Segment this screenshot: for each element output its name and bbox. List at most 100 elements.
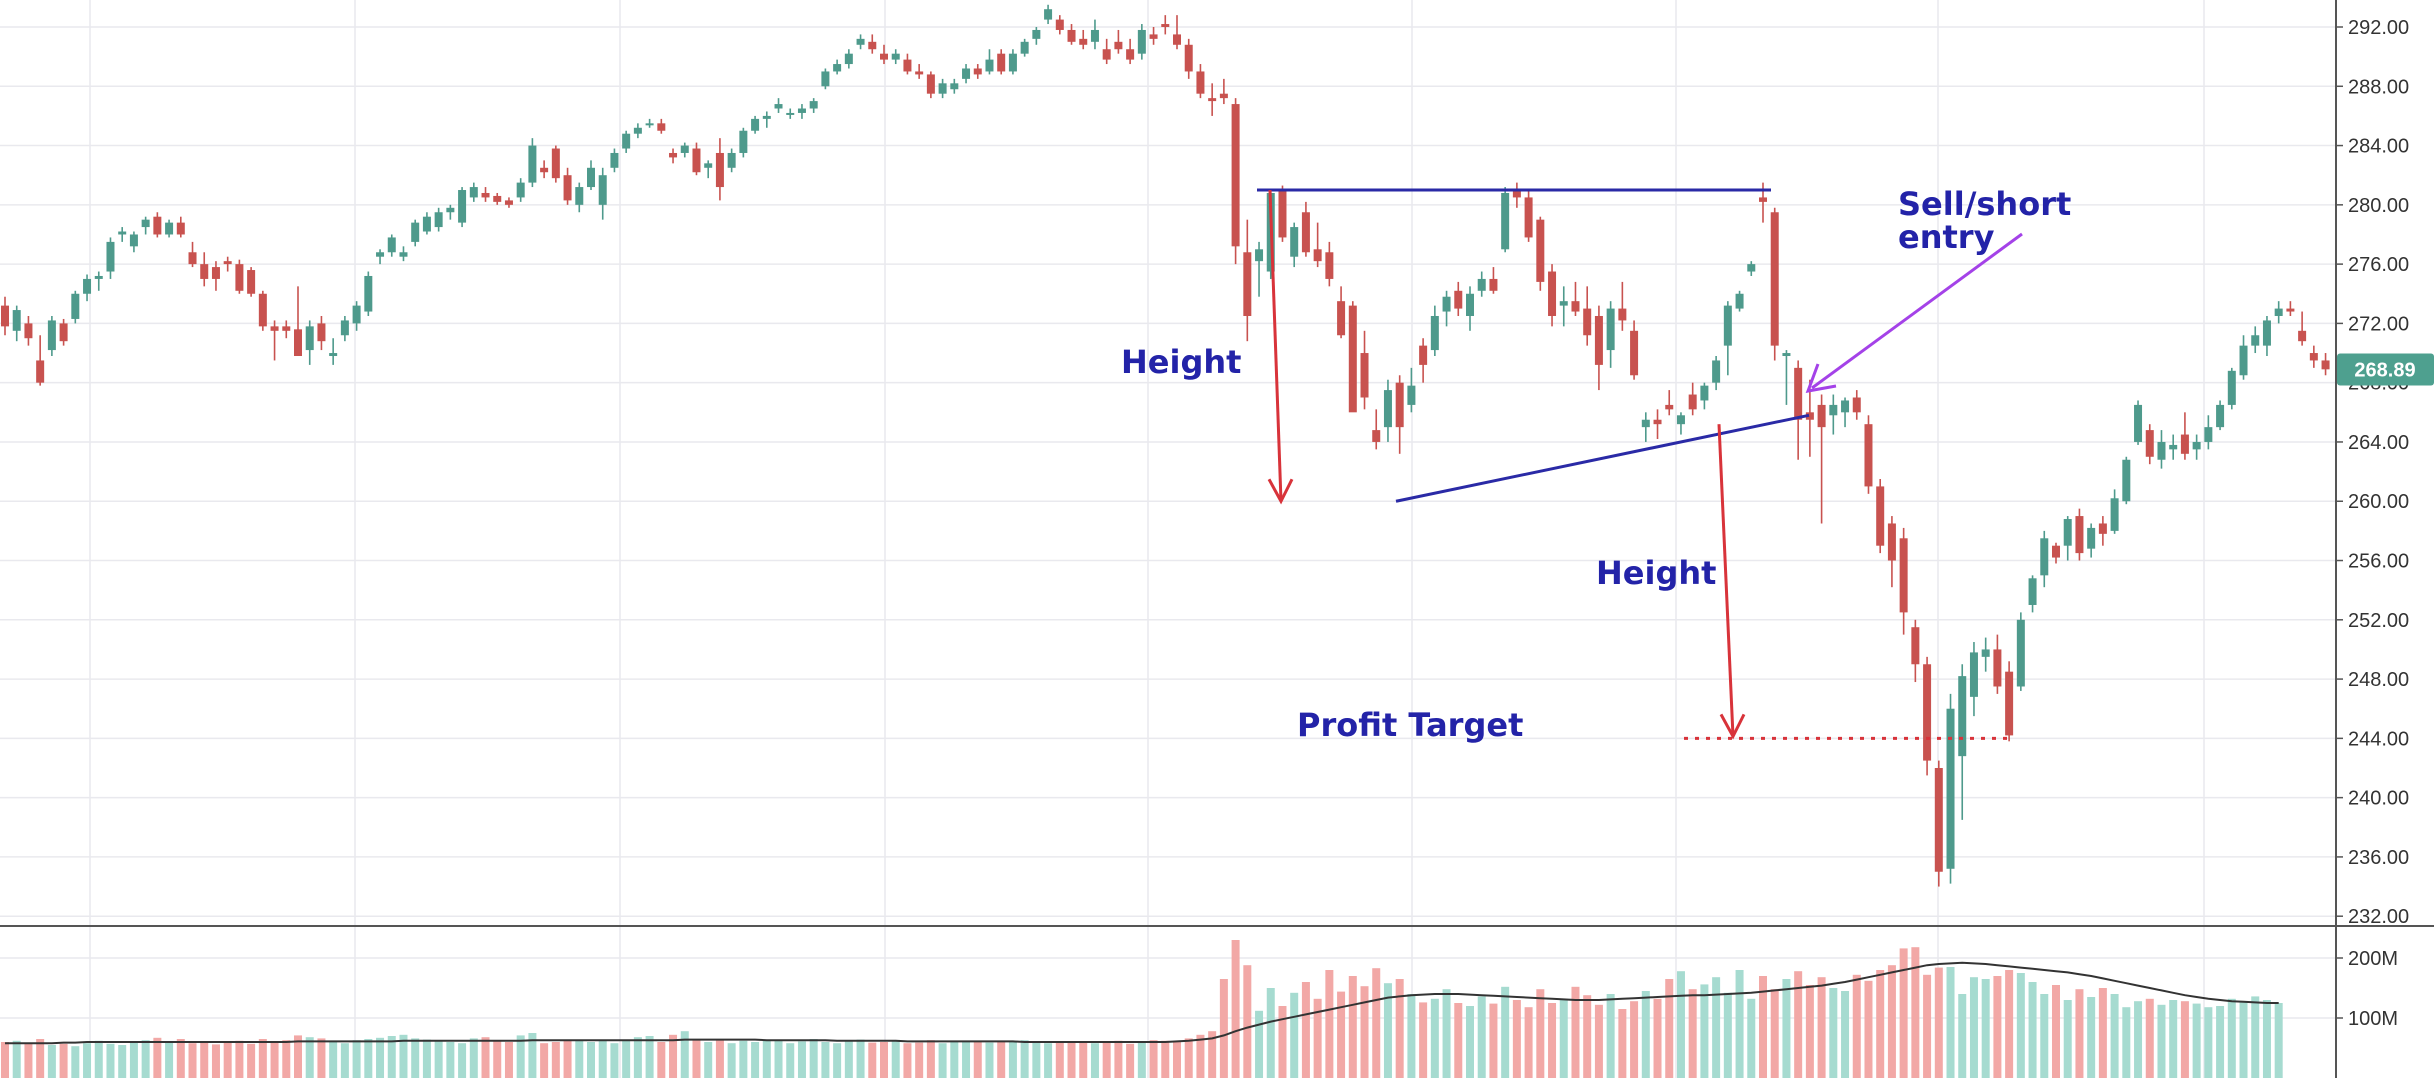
candle [1243, 219, 1252, 342]
volume-bar [2075, 989, 2084, 1078]
candle-body [1044, 9, 1053, 20]
volume-bar [1208, 1031, 1217, 1078]
profit-target-label: Profit Target [1297, 706, 1523, 744]
candle [1794, 360, 1803, 460]
candle-body [411, 222, 420, 242]
candle [399, 246, 408, 262]
candle [200, 252, 209, 287]
entry-arrow [1811, 232, 2023, 390]
candle-body [2028, 578, 2037, 605]
candle [1782, 350, 1791, 405]
candle [1, 296, 9, 336]
candle-body [2075, 516, 2084, 554]
candle-body [1641, 419, 1650, 428]
candle-body [1700, 385, 1709, 401]
volume-bar [340, 1043, 349, 1078]
candle [1805, 379, 1814, 457]
candle-body [1688, 394, 1697, 410]
candle-body [950, 83, 959, 90]
candle [2262, 315, 2271, 357]
candle [2145, 424, 2154, 465]
candle [973, 64, 982, 79]
candle [1290, 222, 1299, 268]
volume-bar [997, 1042, 1006, 1078]
candle [1571, 281, 1580, 316]
volume-bar [1020, 1040, 1029, 1078]
candle-body [2192, 441, 2201, 450]
candle-body [1090, 29, 1099, 42]
volume-bar [1993, 976, 2002, 1078]
candle [786, 108, 795, 119]
candle [1407, 367, 1416, 413]
candle-body [305, 326, 314, 351]
volume-bar [270, 1042, 279, 1078]
candle-body [1290, 227, 1299, 257]
volume-bar [434, 1040, 443, 1078]
volume-bar [2216, 1006, 2225, 1078]
candle [704, 160, 713, 179]
height-arrow-1 [1268, 189, 1283, 502]
volume-bar [24, 1043, 33, 1078]
volume-bar [669, 1034, 678, 1078]
height-label-2: Height [1596, 554, 1716, 592]
candle [1055, 15, 1064, 35]
price-axis: 292.00288.00284.00280.00276.00272.00268.… [2336, 17, 2409, 928]
candle [2087, 523, 2096, 558]
candle-body [469, 187, 478, 198]
candle [294, 286, 302, 357]
volume-bar [809, 1039, 818, 1078]
candle [762, 111, 771, 128]
candle-body [797, 108, 806, 113]
candle [1196, 64, 1205, 99]
price-tick-label: 244.00 [2348, 728, 2409, 750]
candle [2227, 367, 2236, 410]
candle-body [2321, 360, 2330, 370]
candle [587, 160, 595, 191]
volume-bar [1466, 1006, 1474, 1078]
candle-body [1723, 305, 1732, 346]
candle [938, 78, 947, 99]
candle-body [1055, 19, 1064, 30]
candle-body [1571, 301, 1580, 312]
volume-bar [540, 1043, 549, 1078]
price-tick-label: 256.00 [2348, 551, 2409, 573]
candle [1852, 390, 1861, 420]
candle [1219, 78, 1228, 105]
volume-bar [2192, 1003, 2201, 1078]
candle-body [36, 360, 45, 383]
candle [1747, 261, 1756, 276]
candle-body [598, 175, 607, 205]
candle [504, 197, 513, 208]
candle [387, 234, 396, 257]
volume-bar [1876, 970, 1885, 1078]
candle [141, 216, 150, 235]
candle [985, 49, 994, 75]
candle [540, 160, 549, 179]
candle-body [2274, 308, 2283, 316]
volume-bar [2169, 1000, 2178, 1078]
volume-bar [493, 1040, 502, 1078]
candle-body [762, 115, 771, 119]
candle [1723, 301, 1732, 376]
volume-bar [551, 1042, 560, 1078]
volume-bar [1817, 977, 1826, 1078]
candle [211, 261, 220, 291]
volume-bar [1137, 1042, 1146, 1078]
candle [258, 290, 267, 331]
volume-bar [1044, 1043, 1053, 1078]
candle-body [1219, 93, 1228, 99]
candle [516, 178, 525, 202]
candle-body [1653, 419, 1662, 425]
candle [657, 118, 666, 134]
candle [188, 241, 197, 268]
candle-body [211, 267, 220, 279]
candle [1559, 286, 1568, 327]
candle [458, 187, 467, 228]
candle [364, 271, 373, 316]
last-price-badge-background [2337, 353, 2434, 386]
candle [83, 274, 92, 302]
candle [1067, 24, 1076, 45]
candle-body [1137, 29, 1146, 54]
candle [2098, 516, 2107, 546]
